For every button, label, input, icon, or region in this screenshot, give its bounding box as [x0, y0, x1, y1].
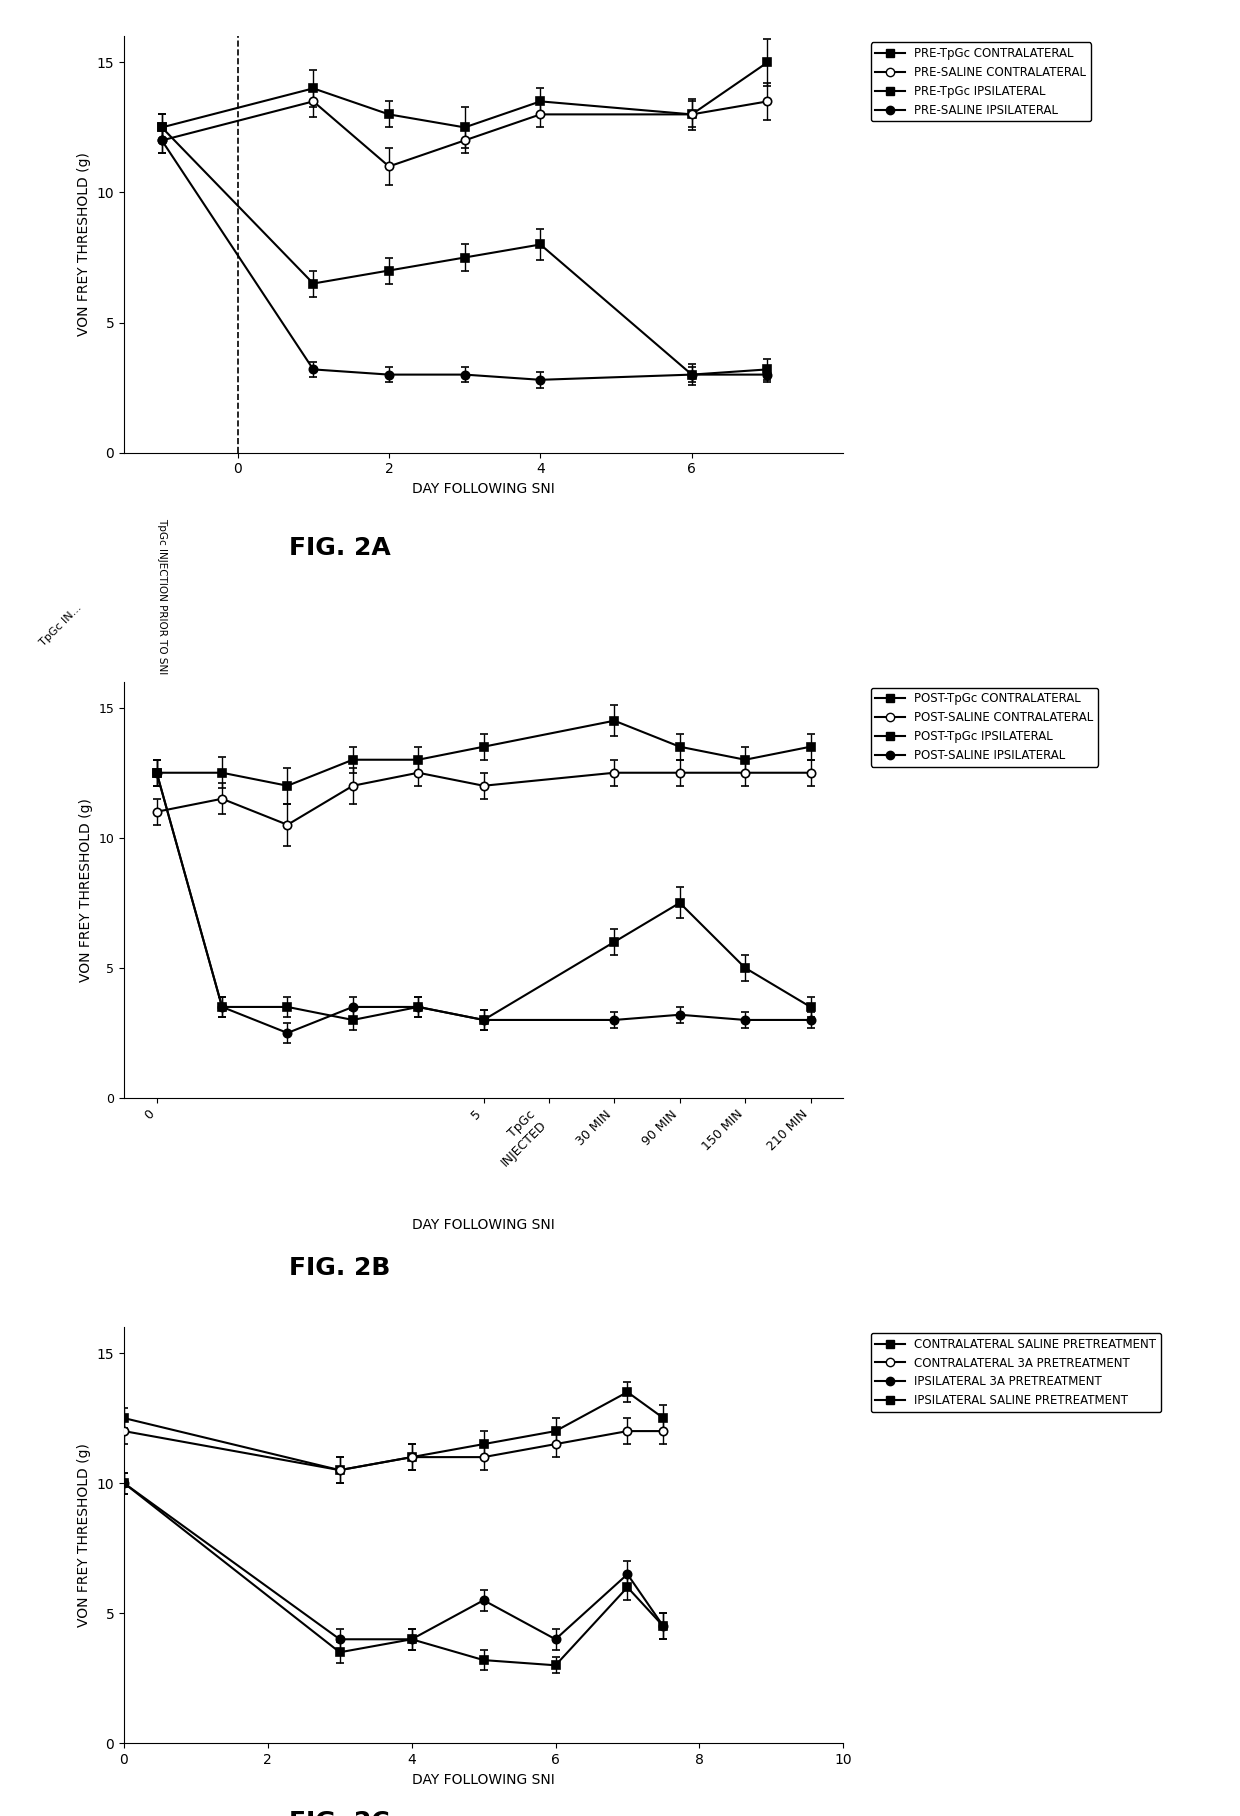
- Text: TpGc INJECTION PRIOR TO SNI: TpGc INJECTION PRIOR TO SNI: [156, 518, 167, 674]
- Y-axis label: VON FREY THRESHOLD (g): VON FREY THRESHOLD (g): [77, 153, 91, 336]
- Legend: POST-TpGc CONTRALATERAL, POST-SALINE CONTRALATERAL, POST-TpGc IPSILATERAL, POST-: POST-TpGc CONTRALATERAL, POST-SALINE CON…: [870, 688, 1099, 766]
- Text: FIG. 2B: FIG. 2B: [289, 1257, 391, 1280]
- Legend: CONTRALATERAL SALINE PRETREATMENT, CONTRALATERAL 3A PRETREATMENT, IPSILATERAL 3A: CONTRALATERAL SALINE PRETREATMENT, CONTR…: [870, 1333, 1161, 1413]
- X-axis label: DAY FOLLOWING SNI: DAY FOLLOWING SNI: [412, 1772, 556, 1787]
- X-axis label: DAY FOLLOWING SNI: DAY FOLLOWING SNI: [412, 1217, 556, 1231]
- Y-axis label: VON FREY THRESHOLD (g): VON FREY THRESHOLD (g): [79, 797, 93, 982]
- Text: FIG. 2A: FIG. 2A: [289, 536, 391, 559]
- Legend: PRE-TpGc CONTRALATERAL, PRE-SALINE CONTRALATERAL, PRE-TpGc IPSILATERAL, PRE-SALI: PRE-TpGc CONTRALATERAL, PRE-SALINE CONTR…: [870, 42, 1091, 122]
- Text: TpGc IN...: TpGc IN...: [37, 603, 83, 648]
- Y-axis label: VON FREY THRESHOLD (g): VON FREY THRESHOLD (g): [77, 1444, 91, 1627]
- X-axis label: DAY FOLLOWING SNI: DAY FOLLOWING SNI: [412, 481, 556, 496]
- Text: FIG. 2C: FIG. 2C: [289, 1811, 391, 1816]
